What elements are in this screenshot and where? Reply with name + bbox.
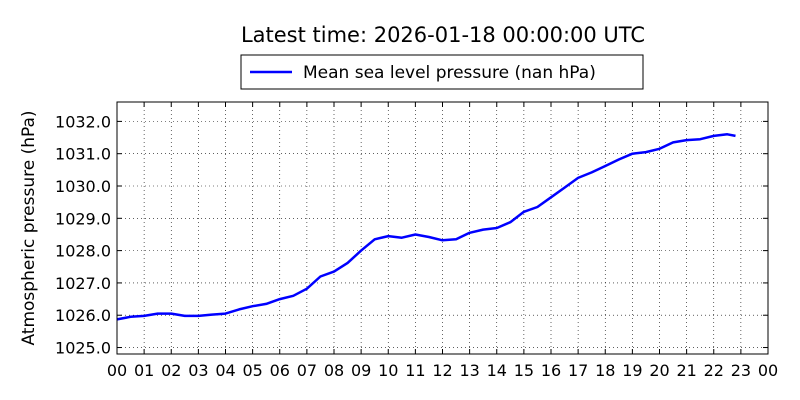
y-tick-label: 1028.0	[55, 242, 111, 261]
y-tick-label: 1025.0	[55, 339, 111, 358]
y-axis-label: Atmospheric pressure (hPa)	[19, 110, 39, 345]
x-tick-label: 05	[242, 361, 262, 380]
y-tick-labels: 1025.0 1026.0 1027.0 1028.0 1029.0 1030.0 1031…	[55, 112, 111, 357]
x-tick-label: 12	[432, 361, 452, 380]
x-tick-label: 22	[704, 361, 724, 380]
legend-entry-label: Mean sea level pressure (nan hPa)	[303, 63, 596, 83]
y-tick-label: 1029.0	[55, 209, 111, 228]
grid	[117, 102, 768, 354]
x-tick-label: 00	[107, 361, 127, 380]
legend-box	[240, 54, 644, 90]
x-tick-label: 16	[541, 361, 561, 380]
x-tick-label: 02	[161, 361, 181, 380]
x-tick-label: 09	[351, 361, 371, 380]
x-tick-label: 17	[568, 361, 588, 380]
x-tick-label: 15	[514, 361, 534, 380]
x-tick-label: 20	[649, 361, 669, 380]
legend: Mean sea level pressure (nan hPa)	[240, 54, 644, 90]
y-tick-label: 1031.0	[55, 145, 111, 164]
x-tick-label: 06	[270, 361, 290, 380]
x-tick-label: 18	[595, 361, 615, 380]
y-tick-label: 1026.0	[55, 306, 111, 325]
x-tick-label: 21	[676, 361, 696, 380]
x-tick-label: 11	[405, 361, 425, 380]
x-tick-label: 04	[215, 361, 235, 380]
x-tick-label: 00	[758, 361, 778, 380]
x-tick-label: 23	[731, 361, 751, 380]
ticks	[116, 102, 769, 354]
x-tick-label: 07	[297, 361, 317, 380]
x-tick-label: 03	[188, 361, 208, 380]
y-tick-label: 1032.0	[55, 112, 111, 131]
x-tick-label: 14	[487, 361, 507, 380]
x-tick-label: 01	[134, 361, 154, 380]
series-line-mslp	[116, 133, 736, 321]
x-tick-label: 13	[459, 361, 479, 380]
chart-title: Latest time: 2026-01-18 00:00:00 UTC	[241, 23, 645, 47]
y-tick-label: 1027.0	[55, 274, 111, 293]
plot-area-frame	[116, 101, 769, 355]
y-tick-label: 1030.0	[55, 177, 111, 196]
x-tick-label: 19	[622, 361, 642, 380]
x-tick-label: 08	[324, 361, 344, 380]
x-tick-label: 10	[378, 361, 398, 380]
x-tick-labels: 00 01 02 03 04 05 06 07 08 09 10 11 12 13 14 15 16 17 18 19…	[107, 361, 778, 380]
series-layer	[116, 133, 736, 321]
